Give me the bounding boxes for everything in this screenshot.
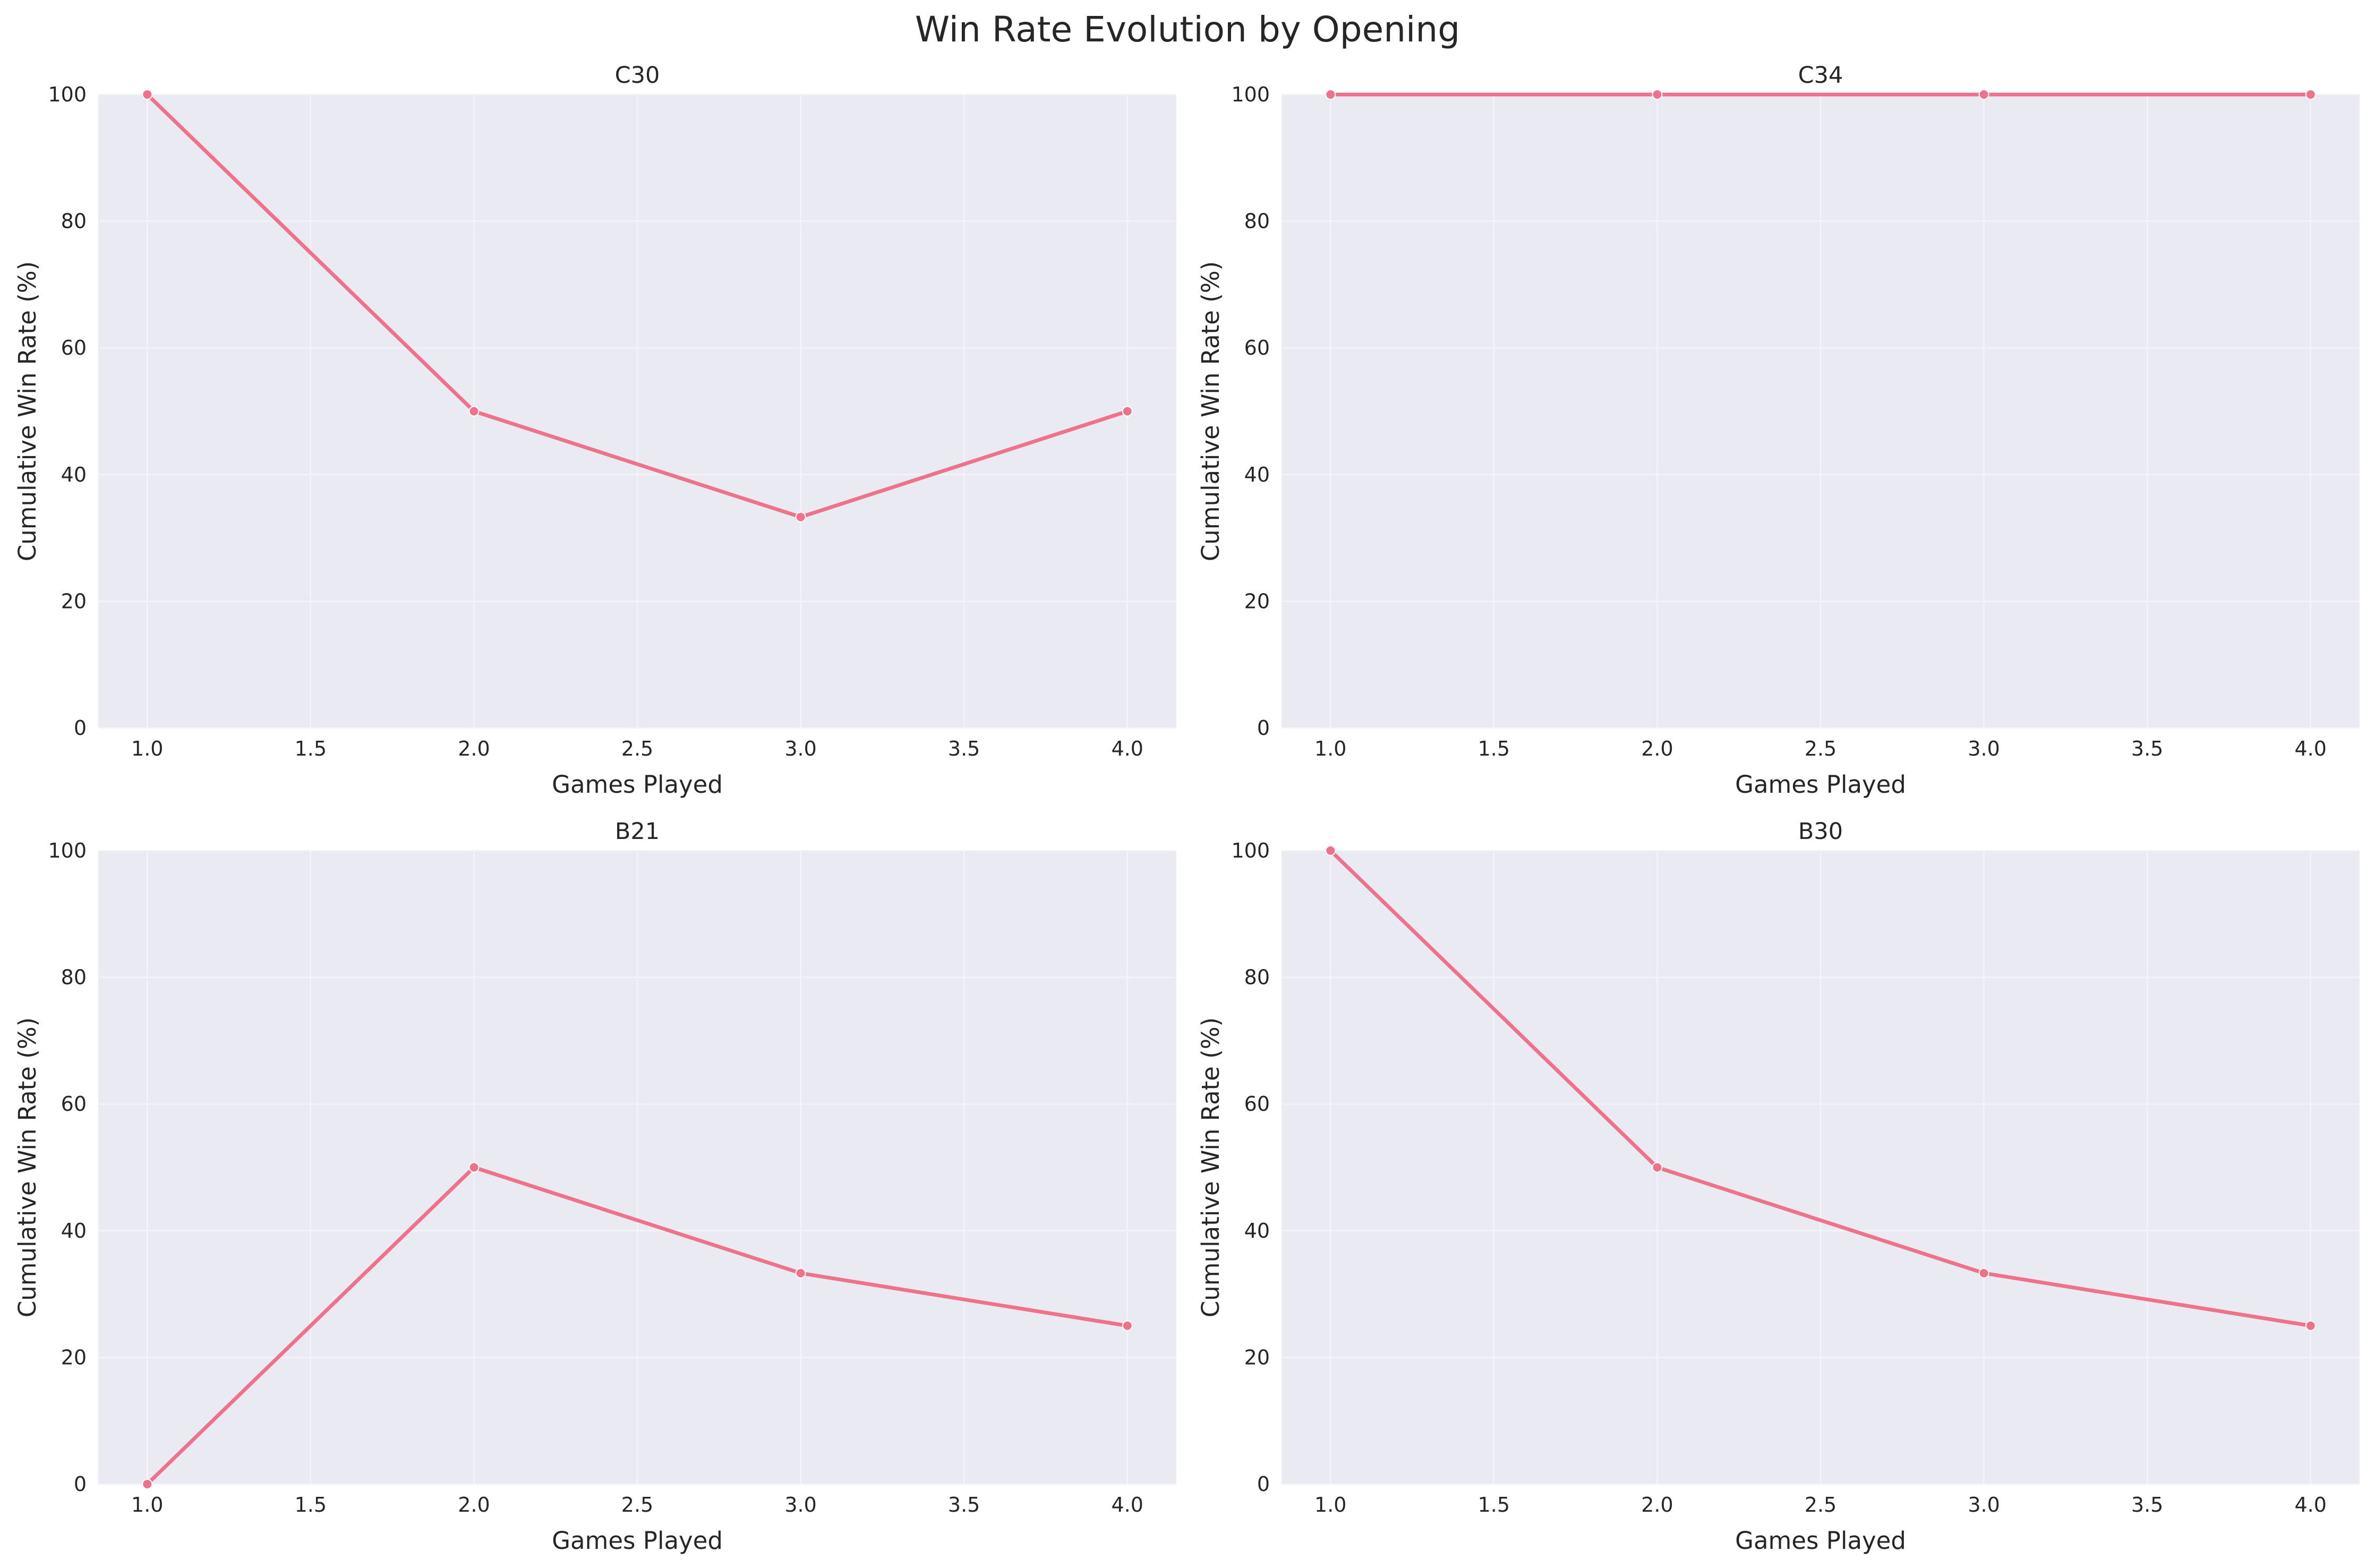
data-point xyxy=(1652,89,1663,100)
x-tick-label: 2.5 xyxy=(1805,737,1836,760)
x-tick-label: 2.5 xyxy=(621,737,653,760)
x-tick-label: 4.0 xyxy=(2295,737,2327,760)
x-tick-label: 2.0 xyxy=(1641,1493,1673,1516)
y-tick-label: 100 xyxy=(48,83,87,106)
x-axis-label: Games Played xyxy=(1735,770,1906,799)
y-tick-label: 80 xyxy=(1244,210,1270,233)
panel-title: B30 xyxy=(1798,818,1843,845)
x-tick-label: 2.5 xyxy=(621,1493,653,1516)
data-point xyxy=(2305,89,2316,100)
data-point xyxy=(1978,1267,1989,1279)
x-axis-label: Games Played xyxy=(552,1527,723,1555)
x-tick-label: 3.5 xyxy=(948,737,980,760)
x-tick-label: 1.5 xyxy=(295,1493,327,1516)
panel-title: C30 xyxy=(615,62,660,89)
y-tick-label: 20 xyxy=(61,589,87,613)
y-tick-label: 80 xyxy=(61,966,87,989)
grid xyxy=(1282,850,2360,1485)
figure-title: Win Rate Evolution by Opening xyxy=(915,9,1460,50)
y-tick-label: 0 xyxy=(1257,1472,1270,1496)
x-tick-label: 3.0 xyxy=(784,737,816,760)
x-tick-label: 3.5 xyxy=(2131,1493,2163,1516)
x-tick-label: 4.0 xyxy=(1112,737,1143,760)
x-axis-label: Games Played xyxy=(1735,1527,1906,1555)
data-point xyxy=(142,1479,153,1489)
x-tick-label: 3.0 xyxy=(1968,737,2000,760)
y-tick-label: 0 xyxy=(74,716,87,740)
x-tick-label: 3.0 xyxy=(784,1493,816,1516)
x-tick-label: 1.0 xyxy=(131,737,163,760)
y-tick-label: 80 xyxy=(1244,966,1270,989)
data-point xyxy=(468,1162,480,1173)
y-tick-label: 20 xyxy=(1244,1346,1270,1369)
data-point xyxy=(795,1267,806,1279)
x-tick-label: 3.5 xyxy=(948,1493,980,1516)
y-tick-label: 0 xyxy=(1257,716,1270,740)
y-tick-label: 40 xyxy=(1244,1219,1270,1243)
x-tick-label: 2.0 xyxy=(458,737,490,760)
x-axis-label: Games Played xyxy=(552,770,723,799)
y-axis-label: Cumulative Win Rate (%) xyxy=(1197,261,1225,561)
y-tick-label: 40 xyxy=(1244,463,1270,486)
chart-panel-b30: 1.0 1.5 2.0 2.5 3.0 3.5 4.0 0 20 40 60 80 100 B30 Game… xyxy=(1197,818,2360,1555)
x-tick-label: 2.0 xyxy=(458,1493,490,1516)
x-tick-label: 2.5 xyxy=(1805,1493,1836,1516)
y-tick-label: 60 xyxy=(1244,336,1270,359)
y-tick-label: 100 xyxy=(1231,839,1270,862)
y-tick-label: 60 xyxy=(61,1092,87,1116)
data-point xyxy=(1325,845,1336,856)
y-tick-label: 100 xyxy=(48,839,87,862)
y-tick-label: 20 xyxy=(61,1346,87,1369)
data-point xyxy=(1652,1162,1663,1173)
y-axis-label: Cumulative Win Rate (%) xyxy=(1197,1017,1225,1317)
data-point xyxy=(2305,1320,2316,1331)
x-tick-label: 1.0 xyxy=(1314,737,1346,760)
data-point xyxy=(468,406,480,417)
x-tick-label: 1.5 xyxy=(1478,737,1510,760)
y-tick-label: 20 xyxy=(1244,589,1270,613)
y-tick-label: 80 xyxy=(61,210,87,233)
panel-title: B21 xyxy=(615,818,660,845)
series-line xyxy=(145,92,1130,519)
series-line xyxy=(1328,849,2313,1328)
x-tick-label: 3.5 xyxy=(2131,737,2163,760)
y-tick-label: 60 xyxy=(1244,1092,1270,1116)
x-tick-label: 1.0 xyxy=(131,1493,163,1516)
data-point xyxy=(1325,89,1336,100)
y-axis-label: Cumulative Win Rate (%) xyxy=(13,261,41,561)
chart-panel-c34: 1.0 1.5 2.0 2.5 3.0 3.5 4.0 0 20 40 60 80 100 C34 Game… xyxy=(1197,62,2360,799)
x-tick-label: 4.0 xyxy=(2295,1493,2327,1516)
chart-panel-c30: 1.0 1.5 2.0 2.5 3.0 3.5 4.0 0 20 40 60 80 100 C30 Game… xyxy=(13,62,1176,799)
y-tick-label: 40 xyxy=(61,463,87,486)
chart-panel-b21: 1.0 1.5 2.0 2.5 3.0 3.5 4.0 0 20 40 60 80 100 B21 Game… xyxy=(13,818,1176,1555)
x-tick-label: 1.5 xyxy=(1478,1493,1510,1516)
x-tick-label: 2.0 xyxy=(1641,737,1673,760)
series-line xyxy=(145,1166,1130,1486)
y-tick-label: 0 xyxy=(74,1472,87,1496)
x-tick-label: 4.0 xyxy=(1112,1493,1143,1516)
y-tick-label: 100 xyxy=(1231,83,1270,106)
subplot-grid: 1.0 1.5 2.0 2.5 3.0 3.5 4.0 0 20 40 60 80 100 C30 Game… xyxy=(13,62,2360,1555)
y-tick-label: 60 xyxy=(61,336,87,359)
data-point xyxy=(1978,89,1989,100)
panel-title: C34 xyxy=(1798,62,1843,89)
data-point xyxy=(1122,1320,1133,1331)
y-axis-label: Cumulative Win Rate (%) xyxy=(13,1017,41,1317)
x-tick-label: 3.0 xyxy=(1968,1493,2000,1516)
x-tick-label: 1.0 xyxy=(1314,1493,1346,1516)
y-tick-label: 40 xyxy=(61,1219,87,1243)
x-tick-label: 1.5 xyxy=(295,737,327,760)
data-point xyxy=(1122,406,1133,417)
data-point xyxy=(142,89,153,100)
data-point xyxy=(795,511,806,522)
